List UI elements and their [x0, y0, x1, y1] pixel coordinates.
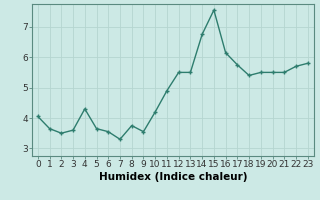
X-axis label: Humidex (Indice chaleur): Humidex (Indice chaleur): [99, 172, 247, 182]
